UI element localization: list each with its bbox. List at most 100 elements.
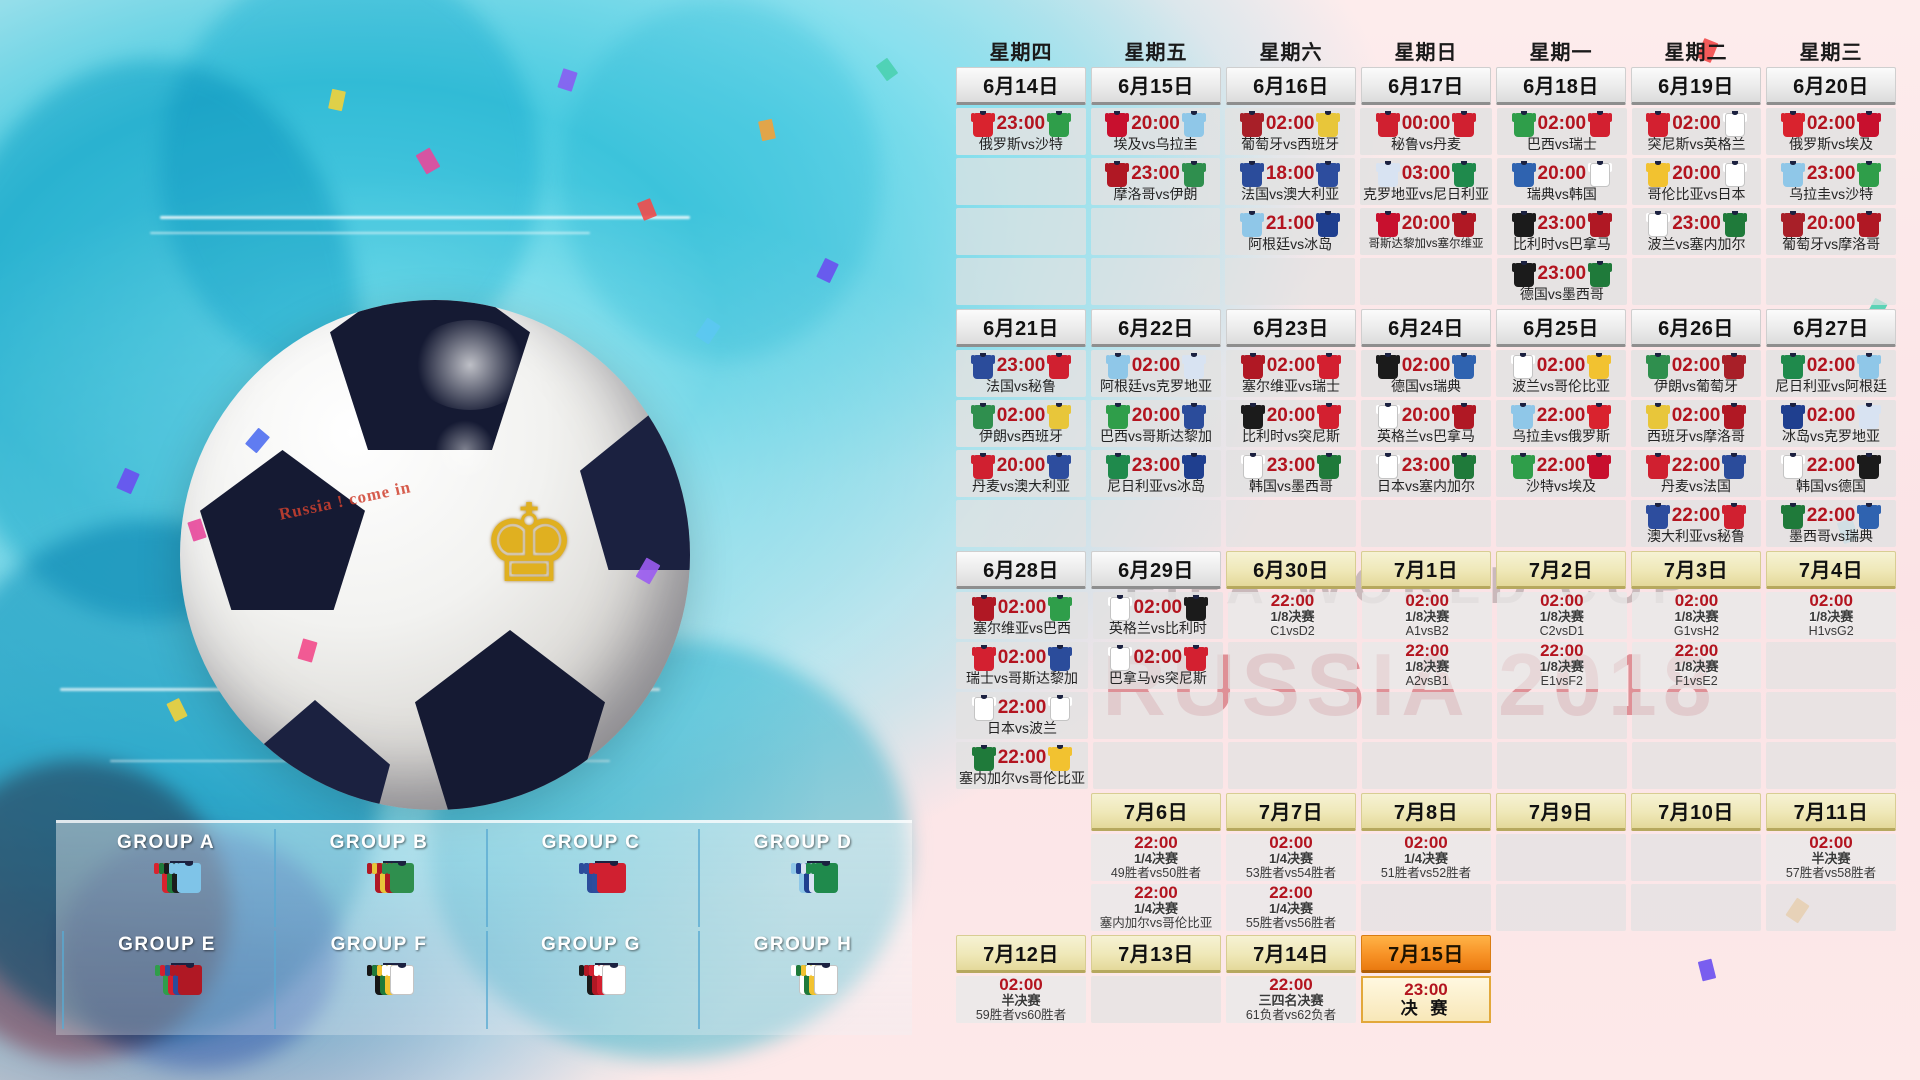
date-cell[interactable]: 7月3日	[1631, 551, 1761, 589]
match-cell[interactable]: 02:00 塞尔维亚vs瑞士	[1226, 350, 1356, 397]
match-cell[interactable]: 02:00 阿根廷vs克罗地亚	[1091, 350, 1221, 397]
knockout-match-cell[interactable]: 02:00 1/4决赛 53胜者vs54胜者	[1226, 834, 1356, 881]
date-cell[interactable]: 7月7日	[1226, 793, 1356, 831]
knockout-match-cell[interactable]: 02:00 1/4决赛 51胜者vs52胜者	[1361, 834, 1491, 881]
knockout-match-cell[interactable]: 02:00 1/8决赛 H1vsG2	[1766, 592, 1896, 639]
group-h[interactable]: GROUP H	[698, 931, 906, 1029]
date-cell[interactable]: 7月6日	[1091, 793, 1221, 831]
match-cell[interactable]: 02:00 瑞士vs哥斯达黎加	[956, 642, 1088, 689]
knockout-match-cell[interactable]: 22:00 1/8决赛 F1vsE2	[1631, 642, 1762, 689]
match-cell[interactable]: 02:00 巴拿马vs突尼斯	[1093, 642, 1223, 689]
date-cell[interactable]: 6月24日	[1361, 309, 1491, 347]
date-cell[interactable]: 6月14日	[956, 67, 1086, 105]
match-cell[interactable]: 22:00 日本vs波兰	[956, 692, 1088, 739]
match-cell[interactable]: 18:00 法国vs澳大利亚	[1225, 158, 1355, 205]
knockout-match-cell[interactable]: 22:00 1/8决赛 E1vsF2	[1497, 642, 1627, 689]
match-cell[interactable]: 02:00 冰岛vs克罗地亚	[1766, 400, 1896, 447]
date-cell[interactable]: 7月15日	[1361, 935, 1491, 973]
knockout-match-cell[interactable]: 22:00 三四名决赛 61负者vs62负者	[1226, 976, 1356, 1023]
date-cell[interactable]: 7月14日	[1226, 935, 1356, 973]
knockout-match-cell[interactable]: 02:00 1/8决赛 A1vsB2	[1362, 592, 1492, 639]
date-cell[interactable]: 7月12日	[956, 935, 1086, 973]
date-cell[interactable]: 6月30日	[1226, 551, 1356, 589]
match-cell[interactable]: 02:00 伊朗vs西班牙	[956, 400, 1086, 447]
date-cell[interactable]: 6月19日	[1631, 67, 1761, 105]
knockout-match-cell[interactable]: 22:00 1/8决赛 A2vsB1	[1362, 642, 1492, 689]
match-cell[interactable]: 02:00 葡萄牙vs西班牙	[1225, 108, 1355, 155]
knockout-match-cell[interactable]: 02:00 1/8决赛 G1vsH2	[1631, 592, 1762, 639]
knockout-match-cell[interactable]: 02:00 半决赛 57胜者vs58胜者	[1766, 834, 1896, 881]
match-cell[interactable]: 20:00 比利时vs突尼斯	[1226, 400, 1356, 447]
match-cell[interactable]: 20:00 哥伦比亚vs日本	[1631, 158, 1762, 205]
date-cell[interactable]: 6月16日	[1226, 67, 1356, 105]
group-g[interactable]: GROUP G	[486, 931, 694, 1029]
match-cell[interactable]: 02:00 突尼斯vs英格兰	[1631, 108, 1762, 155]
group-c[interactable]: GROUP C	[486, 829, 694, 927]
group-b[interactable]: GROUP B	[274, 829, 482, 927]
knockout-match-cell[interactable]: 22:00 1/4决赛 55胜者vs56胜者	[1226, 884, 1356, 931]
match-cell[interactable]: 23:00 法国vs秘鲁	[956, 350, 1086, 397]
match-cell[interactable]: 22:00 韩国vs德国	[1766, 450, 1896, 497]
match-cell[interactable]: 20:00 瑞典vs韩国	[1497, 158, 1627, 205]
match-cell[interactable]: 21:00 阿根廷vs冰岛	[1225, 208, 1355, 255]
date-cell[interactable]: 6月26日	[1631, 309, 1761, 347]
date-cell[interactable]: 6月21日	[956, 309, 1086, 347]
group-d[interactable]: GROUP D	[698, 829, 906, 927]
knockout-match-cell[interactable]: 22:00 1/8决赛 C1vsD2	[1227, 592, 1358, 639]
match-cell[interactable]: 23:00 德国vs墨西哥	[1497, 258, 1627, 305]
match-cell[interactable]: 22:00 塞内加尔vs哥伦比亚	[956, 742, 1088, 789]
date-cell[interactable]: 7月13日	[1091, 935, 1221, 973]
date-cell[interactable]: 7月10日	[1631, 793, 1761, 831]
match-cell[interactable]: 02:00 巴西vs瑞士	[1497, 108, 1627, 155]
match-cell[interactable]: 20:00 丹麦vs澳大利亚	[956, 450, 1086, 497]
match-cell[interactable]: 03:00 克罗地亚vs尼日利亚	[1360, 158, 1492, 205]
date-cell[interactable]: 7月1日	[1361, 551, 1491, 589]
match-cell[interactable]: 20:00 葡萄牙vs摩洛哥	[1766, 208, 1896, 255]
match-cell[interactable]: 02:00 西班牙vs摩洛哥	[1631, 400, 1761, 447]
date-cell[interactable]: 6月22日	[1091, 309, 1221, 347]
group-f[interactable]: GROUP F	[274, 931, 482, 1029]
match-cell[interactable]: 22:00 墨西哥vs瑞典	[1766, 500, 1896, 547]
match-cell[interactable]: 00:00 秘鲁vs丹麦	[1360, 108, 1492, 155]
date-cell[interactable]: 6月23日	[1226, 309, 1356, 347]
date-cell[interactable]: 6月28日	[956, 551, 1086, 589]
knockout-match-cell[interactable]: 22:00 1/4决赛 49胜者vs50胜者	[1091, 834, 1221, 881]
match-cell[interactable]: 02:00 德国vs瑞典	[1361, 350, 1491, 397]
match-cell[interactable]: 23:00 韩国vs墨西哥	[1226, 450, 1356, 497]
match-cell[interactable]: 22:00 丹麦vs法国	[1631, 450, 1761, 497]
match-cell[interactable]: 23:00 乌拉圭vs沙特	[1766, 158, 1896, 205]
knockout-match-cell[interactable]: 22:00 1/4决赛 塞内加尔vs哥伦比亚	[1091, 884, 1221, 931]
match-cell[interactable]: 23:00 尼日利亚vs冰岛	[1091, 450, 1221, 497]
match-cell[interactable]: 23:00 比利时vs巴拿马	[1497, 208, 1627, 255]
final-match-cell[interactable]: 23:00 决 赛	[1361, 976, 1491, 1023]
match-cell[interactable]: 02:00 塞尔维亚vs巴西	[956, 592, 1088, 639]
match-cell[interactable]: 23:00 摩洛哥vs伊朗	[1090, 158, 1221, 205]
match-cell[interactable]: 02:00 俄罗斯vs埃及	[1766, 108, 1896, 155]
date-cell[interactable]: 6月20日	[1766, 67, 1896, 105]
match-cell[interactable]: 22:00 澳大利亚vs秘鲁	[1631, 500, 1761, 547]
group-e[interactable]: GROUP E	[62, 931, 270, 1029]
match-cell[interactable]: 22:00 乌拉圭vs俄罗斯	[1496, 400, 1626, 447]
date-cell[interactable]: 7月9日	[1496, 793, 1626, 831]
date-cell[interactable]: 7月8日	[1361, 793, 1491, 831]
match-cell[interactable]: 02:00 尼日利亚vs阿根廷	[1766, 350, 1896, 397]
date-cell[interactable]: 6月27日	[1766, 309, 1896, 347]
knockout-match-cell[interactable]: 02:00 1/8决赛 C2vsD1	[1497, 592, 1627, 639]
group-a[interactable]: GROUP A	[62, 829, 270, 927]
date-cell[interactable]: 6月15日	[1091, 67, 1221, 105]
date-cell[interactable]: 6月29日	[1091, 551, 1221, 589]
match-cell[interactable]: 23:00 日本vs塞内加尔	[1361, 450, 1491, 497]
match-cell[interactable]: 23:00 波兰vs塞内加尔	[1631, 208, 1762, 255]
match-cell[interactable]: 20:00 巴西vs哥斯达黎加	[1091, 400, 1221, 447]
date-cell[interactable]: 6月17日	[1361, 67, 1491, 105]
date-cell[interactable]: 7月4日	[1766, 551, 1896, 589]
date-cell[interactable]: 6月25日	[1496, 309, 1626, 347]
match-cell[interactable]: 02:00 波兰vs哥伦比亚	[1496, 350, 1626, 397]
match-cell[interactable]: 20:00 英格兰vs巴拿马	[1361, 400, 1491, 447]
date-cell[interactable]: 6月18日	[1496, 67, 1626, 105]
match-cell[interactable]: 02:00 伊朗vs葡萄牙	[1631, 350, 1761, 397]
match-cell[interactable]: 23:00 俄罗斯vs沙特	[956, 108, 1086, 155]
match-cell[interactable]: 20:00 埃及vs乌拉圭	[1090, 108, 1221, 155]
date-cell[interactable]: 7月2日	[1496, 551, 1626, 589]
match-cell[interactable]: 02:00 英格兰vs比利时	[1093, 592, 1223, 639]
